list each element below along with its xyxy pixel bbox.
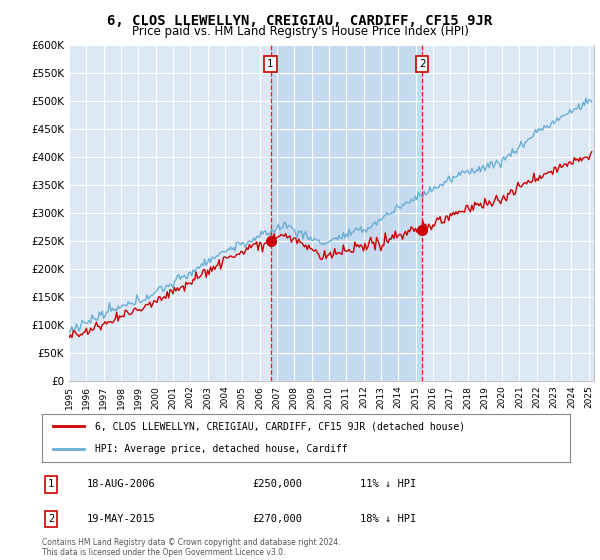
Bar	[271, 45, 422, 381]
Text: Price paid vs. HM Land Registry's House Price Index (HPI): Price paid vs. HM Land Registry's House …	[131, 25, 469, 38]
Text: HPI: Average price, detached house, Cardiff: HPI: Average price, detached house, Card…	[95, 444, 347, 454]
Text: £250,000: £250,000	[252, 479, 302, 489]
Text: 1: 1	[48, 479, 54, 489]
Text: £270,000: £270,000	[252, 514, 302, 524]
Text: 2: 2	[48, 514, 54, 524]
Text: 2: 2	[419, 59, 425, 69]
Text: 18% ↓ HPI: 18% ↓ HPI	[360, 514, 416, 524]
Text: 6, CLOS LLEWELLYN, CREIGIAU, CARDIFF, CF15 9JR: 6, CLOS LLEWELLYN, CREIGIAU, CARDIFF, CF…	[107, 14, 493, 28]
Text: 19-MAY-2015: 19-MAY-2015	[87, 514, 156, 524]
Text: 6, CLOS LLEWELLYN, CREIGIAU, CARDIFF, CF15 9JR (detached house): 6, CLOS LLEWELLYN, CREIGIAU, CARDIFF, CF…	[95, 421, 465, 431]
Text: 1: 1	[267, 59, 274, 69]
Text: 11% ↓ HPI: 11% ↓ HPI	[360, 479, 416, 489]
Text: Contains HM Land Registry data © Crown copyright and database right 2024.
This d: Contains HM Land Registry data © Crown c…	[42, 538, 341, 557]
Text: 18-AUG-2006: 18-AUG-2006	[87, 479, 156, 489]
